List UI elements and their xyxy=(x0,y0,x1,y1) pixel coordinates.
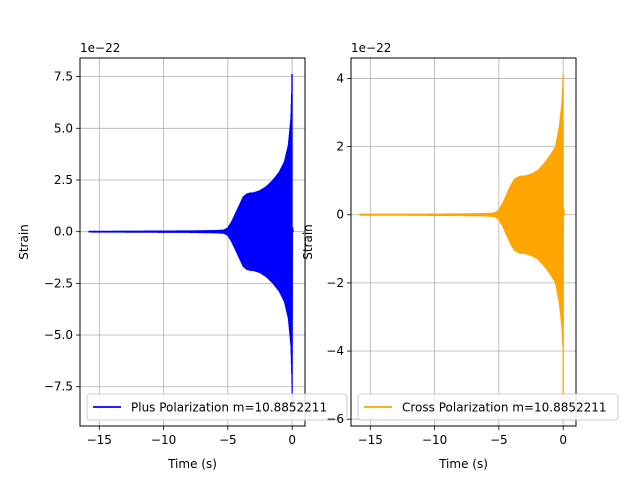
x-tick-label: −5 xyxy=(219,433,237,447)
x-tick-label: 0 xyxy=(288,433,296,447)
x-axis-label: Time (s) xyxy=(438,457,488,471)
y-axis-label: Strain xyxy=(301,224,315,260)
x-axis-label: Time (s) xyxy=(167,457,217,471)
y-tick-label: −2.5 xyxy=(44,276,73,290)
y-tick-label: 2 xyxy=(336,140,344,154)
series-line-0 xyxy=(88,73,295,406)
y-tick-label: −4 xyxy=(326,344,344,358)
series-line-0 xyxy=(359,74,566,420)
legend-entry-label: Cross Polarization m=10.8852211 xyxy=(402,401,607,415)
y-axis-multiplier: 1e−22 xyxy=(80,41,120,55)
x-tick-label: −15 xyxy=(87,433,112,447)
x-tick-label: −5 xyxy=(490,433,508,447)
plot-cross-polarization: −15 −10 −5 0 −6 −4 −2 0 2 4 Time (s) Strain 1e−22 Cro… xyxy=(301,41,619,471)
y-axis-label: Strain xyxy=(17,224,31,260)
y-tick-label: −2 xyxy=(326,276,344,290)
y-tick-label: 5.0 xyxy=(54,121,73,135)
y-tick-label: 2.5 xyxy=(54,173,73,187)
axes-frame xyxy=(79,57,306,427)
legend-box xyxy=(86,393,348,421)
x-tick-label: 0 xyxy=(559,433,567,447)
axes-frame xyxy=(350,57,577,427)
y-tick-label: −5.0 xyxy=(44,328,73,342)
y-tick-label: −7.5 xyxy=(44,380,73,394)
x-tick-label: −10 xyxy=(422,433,447,447)
x-tick-label: −15 xyxy=(358,433,383,447)
y-tick-label: 7.5 xyxy=(54,70,73,84)
y-tick-label: 0 xyxy=(336,208,344,222)
y-tick-label: 4 xyxy=(336,71,344,85)
x-tick-label: −10 xyxy=(151,433,176,447)
legend-box xyxy=(357,393,619,421)
legend-entry-label: Plus Polarization m=10.8852211 xyxy=(131,401,327,415)
plot-plus-polarization: −15 −10 −5 0 −7.5 −5.0 −2.5 0.0 2.5 5.0 7.5 Time (s… xyxy=(17,41,348,471)
y-tick-label: 0.0 xyxy=(54,225,73,239)
y-axis-multiplier: 1e−22 xyxy=(351,41,391,55)
y-tick-label: −6 xyxy=(326,412,344,426)
